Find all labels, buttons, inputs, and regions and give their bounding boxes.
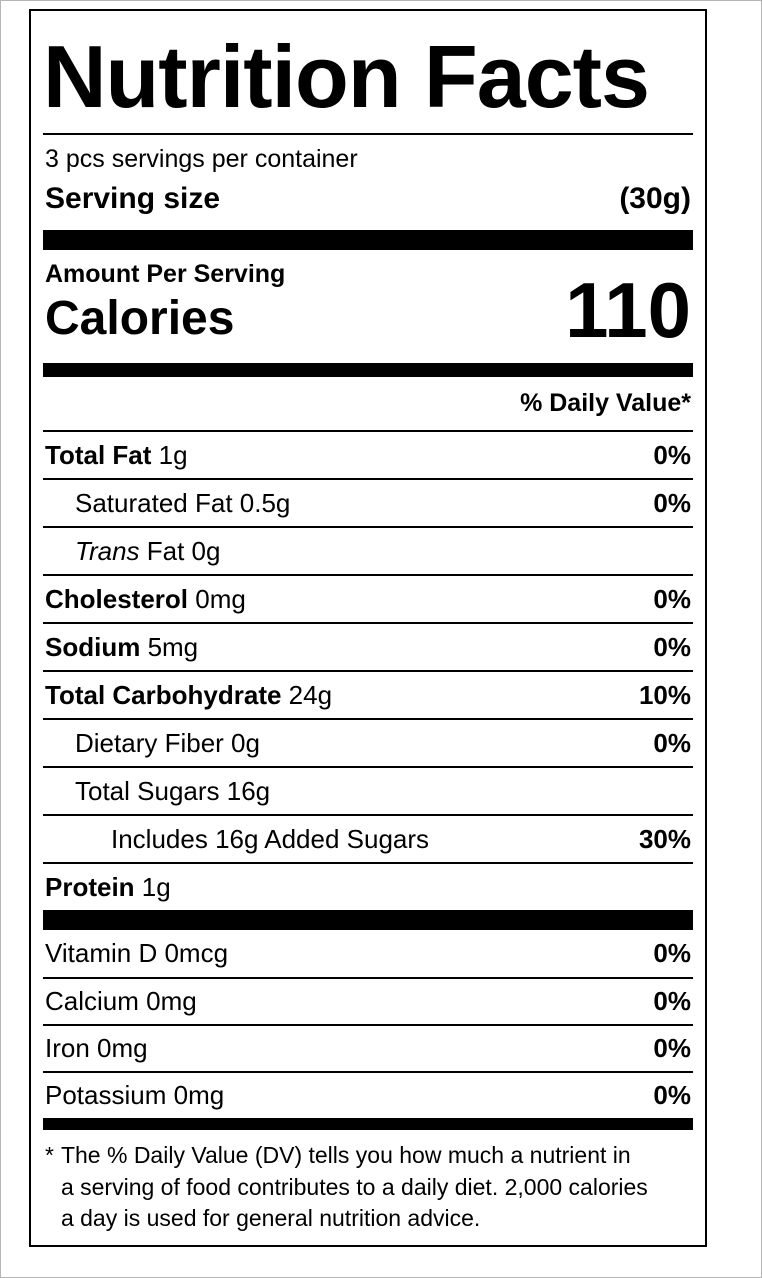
footnote-asterisk: * xyxy=(45,1142,54,1168)
amount-per-serving-label: Amount Per Serving xyxy=(45,260,286,288)
nutrient-amount: 1g xyxy=(134,871,171,902)
footnote-line: The % Daily Value (DV) tells you how muc… xyxy=(60,1142,631,1168)
nutrient-dv: 30% xyxy=(638,823,691,854)
row-total-sugars: Total Sugars 16g xyxy=(43,766,693,814)
footnote-line: a day is used for general nutrition advi… xyxy=(60,1205,481,1232)
nutrient-name: Saturated Fat 0.5g xyxy=(75,487,291,518)
row-protein: Protein 1g xyxy=(43,862,693,910)
nutrient-amount: 1g xyxy=(151,439,188,470)
row-added-sugars: Includes 16g Added Sugars 30% xyxy=(43,814,693,862)
calories-value: 110 xyxy=(565,265,691,354)
row-saturated-fat: Saturated Fat 0.5g 0% xyxy=(43,478,693,526)
vitamin-name: Potassium 0mg xyxy=(45,1080,225,1110)
nutrient-dv: 0% xyxy=(653,439,691,470)
footnote-text: The % Daily Value (DV) tells you how muc… xyxy=(61,1140,648,1235)
footnote-line: a serving of food contributes to a daily… xyxy=(60,1173,648,1200)
nutrient-amount: 24g xyxy=(281,679,333,710)
vitamin-dv: 0% xyxy=(653,1080,691,1110)
nutrient-dv: 0% xyxy=(653,727,691,758)
nutrient-amount: Fat 0g xyxy=(139,535,221,566)
nutrient-name: Dietary Fiber 0g xyxy=(75,727,260,758)
row-trans-fat: Trans Fat 0g xyxy=(43,526,693,574)
vitamin-rows: Vitamin D 0mcg 0% Calcium 0mg 0% Iron 0m… xyxy=(43,930,693,1118)
nutrient-name: Protein xyxy=(45,871,135,902)
nutrient-dv: 0% xyxy=(653,631,691,662)
nutrient-amount: 5mg xyxy=(140,631,199,662)
nutrient-name: Cholesterol xyxy=(45,583,189,614)
nutrient-dv: 0% xyxy=(653,583,691,614)
vitamin-name: Vitamin D 0mcg xyxy=(45,938,229,968)
row-cholesterol: Cholesterol 0mg 0% xyxy=(43,574,693,622)
row-iron: Iron 0mg 0% xyxy=(43,1024,693,1071)
row-total-carbohydrate: Total Carbohydrate 24g 10% xyxy=(43,670,693,718)
daily-value-header: % Daily Value* xyxy=(520,389,691,417)
calories-label: Calories xyxy=(45,292,235,345)
servings-per-container: 3 pcs servings per container xyxy=(45,145,358,173)
serving-size-row: Serving size (30g) xyxy=(43,178,693,230)
thick-divider-bar xyxy=(43,230,693,250)
row-calcium: Calcium 0mg 0% xyxy=(43,977,693,1024)
row-potassium: Potassium 0mg 0% xyxy=(43,1071,693,1118)
nutrient-dv: 0% xyxy=(653,487,691,518)
vitamin-name: Iron 0mg xyxy=(45,1033,148,1063)
serving-size-value: (30g) xyxy=(619,182,691,215)
nutrient-amount: 0mg xyxy=(188,583,246,614)
row-vitamin-d: Vitamin D 0mcg 0% xyxy=(43,930,693,977)
vitamin-name: Calcium 0mg xyxy=(45,986,197,1016)
nutrition-facts-label: Nutrition Facts 3 pcs servings per conta… xyxy=(29,9,707,1247)
title-divider xyxy=(43,133,693,135)
serving-size-label: Serving size xyxy=(45,182,221,215)
vitamin-dv: 0% xyxy=(653,1033,691,1063)
row-dietary-fiber: Dietary Fiber 0g 0% xyxy=(43,718,693,766)
footnote: * The % Daily Value (DV) tells you how m… xyxy=(43,1130,693,1235)
nutrient-name: Sodium xyxy=(45,631,141,662)
row-sodium: Sodium 5mg 0% xyxy=(43,622,693,670)
nutrient-name: Total Fat xyxy=(45,439,152,470)
vitamin-dv: 0% xyxy=(653,986,691,1016)
nutrient-name: Total Carbohydrate xyxy=(45,679,282,710)
label-title: Nutrition Facts xyxy=(43,27,650,126)
nutrient-rows: Total Fat 1g 0% Saturated Fat 0.5g 0% Tr… xyxy=(43,430,693,910)
vitamin-dv: 0% xyxy=(653,938,691,968)
thick-divider-bar xyxy=(43,910,693,930)
calories-section: Amount Per Serving Calories 110 xyxy=(43,250,693,363)
thin-divider-bar xyxy=(43,1118,693,1130)
nutrient-name: Total Sugars 16g xyxy=(75,775,271,806)
medium-divider-bar xyxy=(43,363,693,377)
row-total-fat: Total Fat 1g 0% xyxy=(43,430,693,478)
nutrient-dv: 10% xyxy=(638,679,691,710)
nutrient-name: Includes 16g Added Sugars xyxy=(111,823,430,854)
calories-left-column: Amount Per Serving Calories xyxy=(45,260,285,343)
nutrient-name-italic: Trans xyxy=(75,535,140,566)
